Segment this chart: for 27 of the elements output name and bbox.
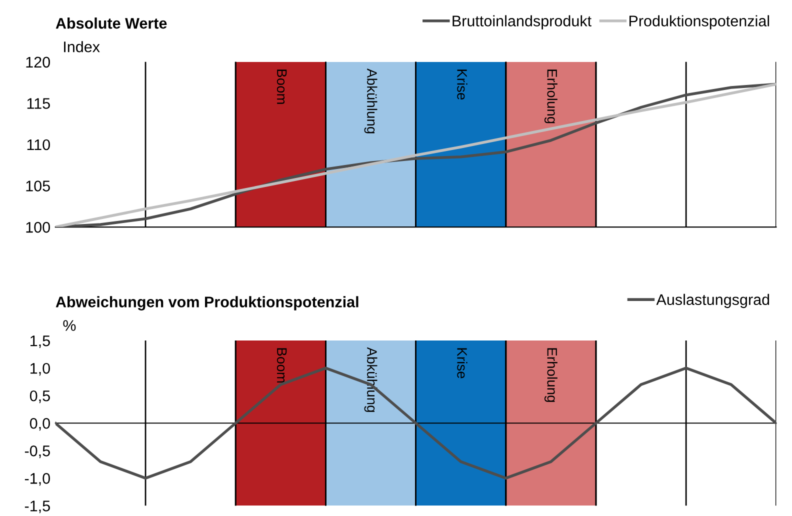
annotation: Erholung [544,348,558,402]
annotation: Boom [276,70,287,104]
chart-title: Absolute Werte [56,18,167,29]
legend-label: Bruttoinlandsprodukt [452,15,592,30]
y-tick-label: 1,5 [30,336,50,348]
y-tick-label: -1,0 [24,473,50,486]
annotation: Krise [457,348,468,378]
y-tick-label: 1,0 [30,362,50,376]
legend-label: Auslastungsgrad [656,294,770,308]
y-tick-label: 115 [27,98,50,109]
annotation: Krise [457,70,468,100]
y-tick-label: -1,5 [24,500,50,514]
y-axis-title: Index [64,41,100,52]
y-tick-label: 110 [27,139,50,150]
y-tick-label: -0,5 [24,446,50,458]
y-tick-label: 100 [26,222,50,233]
annotation: Erholung [544,70,558,124]
chart-title: Abweichungen vom Produktionspotenzial [56,296,358,310]
annotation: Abkühlung [364,68,378,134]
y-tick-label: 105 [26,180,50,192]
annotation: Abkühlung [364,347,378,412]
y-tick-label: 0,0 [30,418,50,431]
legend-label: Produktionspotenzial [629,15,770,30]
y-axis-title: % [63,320,76,331]
annotation: Boom [276,348,287,383]
y-tick-label: 0,5 [30,390,50,404]
y-tick-label: 120 [26,56,50,68]
